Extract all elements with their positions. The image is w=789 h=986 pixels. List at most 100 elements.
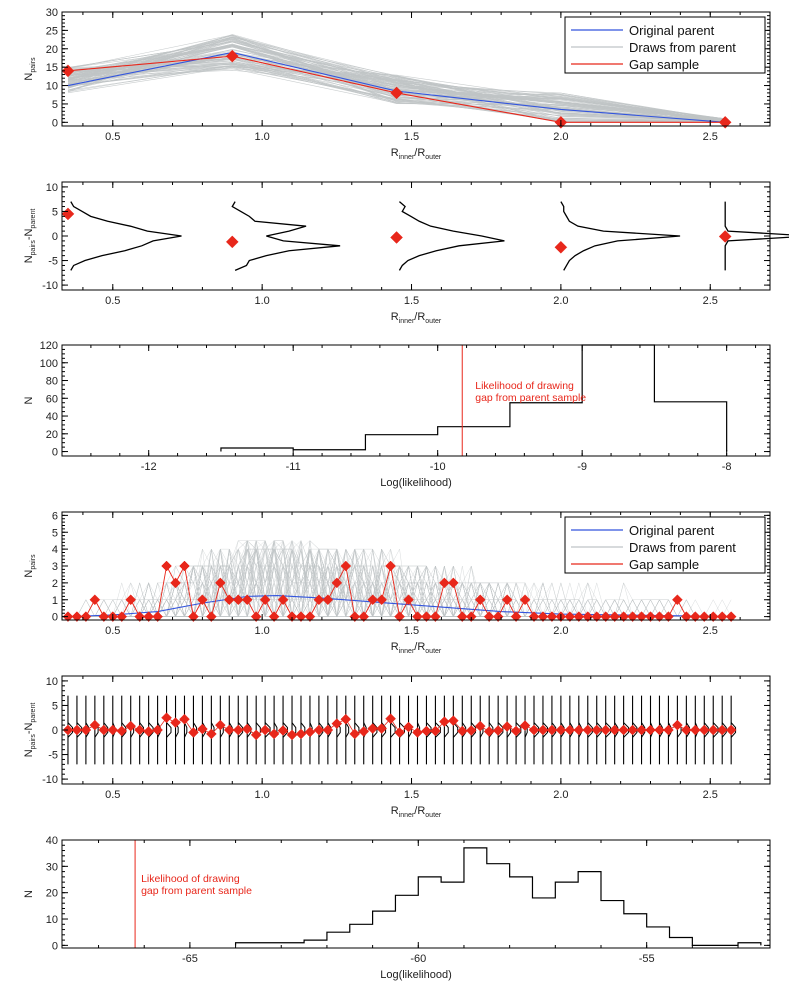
gap-sample-point: [367, 594, 379, 606]
residual-point: [681, 724, 692, 736]
residual-point: [465, 725, 477, 736]
y-tick-label: 20: [46, 888, 58, 900]
gap-sample-point: [340, 560, 352, 572]
gap-sample-point: [98, 611, 110, 622]
y-tick-label: 120: [40, 340, 58, 352]
gap-sample-point: [277, 594, 289, 606]
gap-sample-point: [390, 86, 403, 100]
gap-sample-point: [672, 594, 683, 606]
y-tick-label: 100: [40, 358, 58, 370]
residual-distribution: [381, 722, 387, 738]
gap-sample-point: [259, 594, 271, 606]
x-axis-label: Log(likelihood): [380, 969, 452, 981]
x-tick-label: -9: [577, 461, 587, 473]
residual-point: [663, 724, 674, 736]
residual-point: [349, 728, 361, 740]
y-tick-label: 60: [46, 393, 58, 405]
legend: Original parent Draws from parent Gap samp…: [564, 16, 766, 74]
residual-point: [331, 718, 343, 729]
panel-2: 0.5 1.0 1.5 2.0 2.5 -10 -5 0 5 10 Rinner/Router Npa…: [23, 181, 789, 325]
legend-original-parent: Original parent: [629, 23, 715, 38]
residual-distribution: [443, 722, 449, 738]
residual-point: [492, 725, 504, 736]
x-tick-label: -11: [286, 461, 301, 473]
residual-point: [232, 724, 244, 736]
residual-point: [600, 724, 612, 736]
plot-frame: [61, 839, 771, 949]
y-tick-label: 4: [52, 544, 58, 556]
residual-distribution: [724, 201, 789, 271]
residual-point: [483, 726, 495, 737]
gap-sample-point: [546, 611, 558, 622]
y-tick-label: 6: [52, 510, 58, 522]
gap-sample-point: [61, 64, 75, 78]
residual-point: [134, 724, 146, 736]
residual-point: [107, 724, 119, 736]
y-tick-label: -10: [42, 280, 58, 292]
gap-sample-point: [206, 611, 217, 622]
gap-sample-point: [681, 611, 692, 622]
x-axis-label: Rinner/Router: [391, 805, 442, 819]
gap-sample-point: [214, 577, 226, 589]
legend-draws: Draws from parent: [629, 540, 736, 555]
residual-point: [250, 729, 262, 741]
residual-point: [80, 724, 92, 736]
residual-point: [447, 715, 459, 727]
marker-label: gap from parent sample: [141, 885, 252, 897]
residual-point: [390, 231, 403, 244]
gap-sample-point: [716, 611, 728, 622]
marker-label: Likelihood of drawing: [475, 380, 574, 392]
residual-point: [223, 724, 235, 736]
x-tick-label: 2.5: [703, 295, 718, 307]
x-tick-label: 2.5: [703, 131, 718, 143]
gap-sample-point: [143, 611, 154, 622]
gap-sample-point: [313, 594, 325, 606]
y-tick-label: 5: [52, 99, 58, 111]
y-tick-label: 40: [46, 411, 58, 423]
y-tick-label: 10: [46, 182, 58, 194]
residual-point: [268, 728, 280, 740]
x-tick-label: -10: [430, 461, 446, 473]
draw-line: [67, 62, 726, 123]
residual-point: [564, 724, 576, 736]
draw-line: [67, 37, 726, 120]
legend-draws: Draws from parent: [629, 40, 736, 55]
residual-point: [197, 723, 208, 735]
gap-sample-point: [636, 611, 647, 622]
y-tick-label: 0: [52, 940, 58, 952]
residual-point: [161, 712, 172, 724]
residual-point: [241, 723, 253, 735]
y-tick-label: 10: [46, 676, 58, 688]
residual-point: [546, 724, 558, 736]
panel-1: 0.5 1.0 1.5 2.0 2.5 0 5 10 15 20 25 30 Rinner/Router…: [23, 7, 771, 161]
y-tick-label: 80: [46, 376, 58, 388]
residual-point: [627, 724, 638, 736]
gap-sample-point: [573, 611, 585, 622]
residual-point: [98, 724, 110, 736]
residual-point: [510, 725, 522, 737]
residual-point: [654, 724, 665, 736]
gap-sample-point: [421, 611, 432, 622]
residual-point: [394, 727, 405, 738]
y-tick-label: 5: [52, 527, 58, 539]
residual-point: [501, 721, 513, 732]
residual-distribution: [390, 722, 396, 738]
gap-sample-point: [358, 611, 370, 622]
residual-point: [152, 724, 163, 736]
original-parent-line: [67, 594, 735, 618]
residual-point: [528, 724, 540, 736]
x-tick-label: 1.0: [255, 131, 270, 143]
residual-point: [322, 724, 334, 736]
gap-sample-point: [268, 611, 280, 622]
residual-point: [591, 724, 603, 736]
residual-point: [636, 724, 647, 736]
legend-gap-sample: Gap sample: [629, 57, 699, 72]
residual-distribution: [435, 722, 441, 738]
x-tick-label: -60: [410, 953, 426, 965]
gap-sample-point: [250, 611, 262, 622]
x-tick-label: 1.0: [255, 295, 270, 307]
y-axis-label: Npairs: [23, 57, 37, 81]
residual-point: [259, 724, 271, 736]
gap-sample-point: [474, 594, 486, 606]
gap-sample-point: [295, 611, 307, 622]
